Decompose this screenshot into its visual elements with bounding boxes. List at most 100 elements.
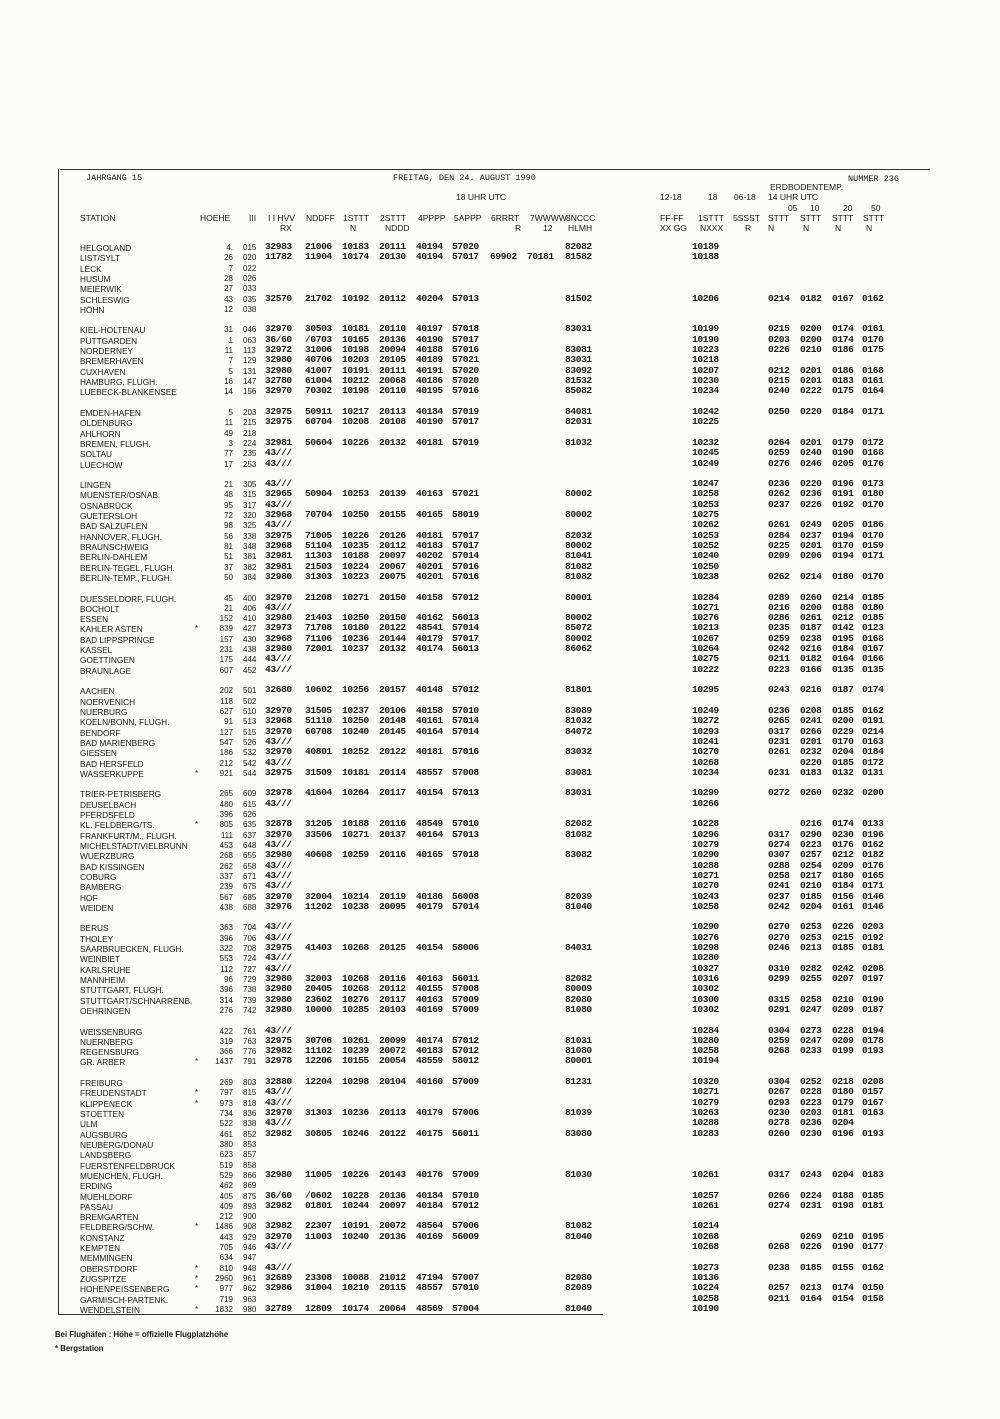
group-nddff: 41403 [305, 942, 332, 954]
group-4pppp: 40190 [416, 333, 443, 345]
station-name: BERUS [80, 923, 109, 934]
max-temp-1sttt: 10225 [692, 416, 719, 428]
elevation: 48 [224, 490, 233, 500]
soil-temp-20: 0192 [832, 498, 854, 510]
group-2sttt: 20104 [379, 1076, 406, 1088]
group-8nccc: 80002 [565, 488, 592, 500]
max-temp-1sttt: 10271 [692, 869, 719, 881]
table-row: GIESSEN 186 532 32970 40801 10252 20122 40181 57… [0, 746, 1000, 759]
group-nddff: 70302 [305, 385, 332, 397]
max-temp-1sttt: 10280 [692, 1034, 719, 1046]
table-row: FREUDENSTADT * 797 815 43/// 10271 0267 0228 018… [0, 1087, 1000, 1099]
group-1sttt: 10253 [342, 488, 369, 500]
max-temp-1sttt: 10234 [692, 766, 719, 778]
table-row: BAD SALZUFLEN 98 325 43/// 10262 0261 0249 0205… [0, 520, 1000, 532]
station-id: 853 [243, 1139, 257, 1149]
max-temp-1sttt: 10284 [692, 591, 719, 603]
col-hoehe: HOEHE [200, 213, 231, 223]
elevation: 1486 [215, 1222, 233, 1232]
group-ihvv: 32970 [265, 725, 292, 737]
group-4pppp: 40174 [416, 643, 443, 655]
soil-temp-20: 0204 [832, 1168, 854, 1180]
soil-temp-50: 0171 [862, 550, 884, 562]
table-row: HOF 567 685 32970 32004 10214 20119 40186 56008 8… [0, 890, 1000, 903]
soil-temp-50: 0172 [862, 756, 884, 768]
group-5appp: 57008 [452, 766, 479, 778]
soil-temp-05: 0304 [768, 1076, 790, 1088]
group-ihvv: 43/// [265, 601, 292, 613]
max-temp-1sttt: 10267 [692, 632, 719, 644]
table-row: BAD LIPPSPRINGE 157 430 32968 71106 10236 2014… [0, 632, 1000, 645]
soil-temp-50: 0167 [862, 643, 884, 655]
table-row: WENDELSTEIN * 1832 980 32789 12809 10174 20064 4… [0, 1302, 1000, 1315]
group-4pppp: 40163 [416, 993, 443, 1005]
group-5appp: 57006 [452, 1220, 479, 1232]
group-8nccc: 81582 [565, 251, 592, 263]
soil-temp-50: 0146 [862, 890, 884, 902]
elevation: 529 [219, 1170, 233, 1180]
group-4pppp: 48569 [416, 1302, 443, 1314]
group-2sttt: 20132 [379, 643, 406, 655]
elevation: 268 [219, 851, 233, 861]
soil-temp-50: 0170 [862, 529, 884, 541]
station-name: BREMGARTEN [80, 1212, 139, 1223]
soil-temp-05: 0261 [768, 746, 790, 758]
group-5appp: 57010 [452, 704, 479, 716]
table-row: LIST/SYLT 26 020 11782 11904 10174 20130 40194 5… [0, 251, 1000, 264]
group-2sttt: 20139 [379, 488, 406, 500]
elevation: 96 [224, 975, 233, 984]
station-name: OLDENBURG [80, 418, 133, 429]
soil-temp-20: 0188 [832, 601, 854, 613]
group-4pppp: 40186 [416, 375, 443, 387]
group-2sttt: 20122 [379, 1127, 406, 1139]
col-group-subcode: R [515, 223, 522, 233]
group-ihvv: 32975 [265, 529, 292, 541]
group-nddff: 11303 [305, 550, 332, 562]
group-5appp: 57014 [452, 550, 479, 562]
station-name: BERLIN-TEMP., FLUGH. [80, 572, 173, 583]
elevation: 31 [224, 325, 233, 335]
table-row: SAARBRUECKEN, FLUGH. 322 708 32975 41403 1026… [0, 942, 1000, 955]
max-temp-1sttt: 10283 [692, 1127, 719, 1139]
group-1sttt: 10191 [342, 1220, 369, 1232]
group-2sttt: 20075 [379, 570, 406, 582]
soil-temp-05: 0243 [768, 684, 790, 696]
station-id: 929 [243, 1232, 257, 1242]
station-id: 685 [243, 892, 257, 902]
col-right-code: FF-FF [660, 213, 684, 223]
group-2sttt: 20136 [379, 1230, 406, 1242]
soil-temp-20: 0209 [832, 859, 854, 871]
mountain-marker: * [195, 1263, 199, 1273]
group-ihvv: 32970 [265, 828, 292, 840]
station-id: 655 [243, 851, 257, 861]
station-name: WENDELSTEIN [80, 1304, 140, 1315]
elevation: 21 [224, 603, 233, 613]
max-temp-1sttt: 10258 [692, 900, 719, 912]
group-nddff: 41604 [305, 787, 332, 799]
max-temp-1sttt: 10300 [692, 993, 719, 1005]
elevation: 98 [224, 521, 233, 531]
station-id: 791 [243, 1057, 257, 1067]
group-nddff: 21702 [305, 292, 332, 304]
station-id: 727 [243, 964, 257, 974]
table-row: WEINBIET 553 724 43/// 10280 [0, 953, 1000, 965]
soil-temp-10: 0187 [800, 622, 822, 634]
soil-temp-05: 0259 [768, 447, 790, 459]
elevation: 5 [228, 366, 233, 376]
group-2sttt: 20116 [379, 849, 406, 861]
max-temp-1sttt: 10258 [692, 488, 719, 500]
station-id: 129 [243, 356, 257, 366]
group-8nccc: 85072 [565, 622, 592, 634]
group-2sttt: 20072 [379, 1045, 406, 1057]
group-4pppp: 40158 [416, 591, 443, 603]
soil-temp-05: 0317 [768, 1168, 790, 1180]
group-ihvv: 32975 [265, 405, 292, 417]
group-4pppp: 40176 [416, 1168, 443, 1180]
table-row: MUENCHEN, FLUGH. 529 866 32980 11005 10226 201… [0, 1168, 1000, 1181]
soil-temp-05: 0237 [768, 498, 790, 510]
soil-temp-10: 0220 [800, 478, 822, 490]
soil-temp-05: 0317 [768, 725, 790, 737]
soil-temp-50: 0194 [862, 1024, 884, 1036]
group-nddff: 32003 [305, 973, 332, 984]
group-nddff: 12206 [305, 1055, 332, 1067]
